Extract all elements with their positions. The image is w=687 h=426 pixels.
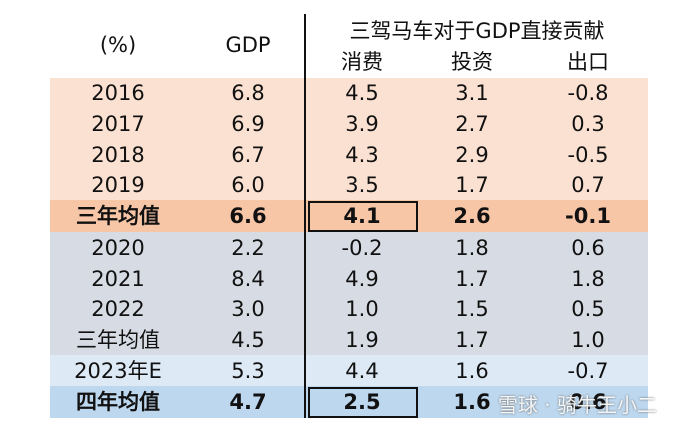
row-background [50, 139, 648, 170]
table-cell: 2.9 [455, 142, 489, 167]
table-cell: 三年均值 [76, 327, 160, 352]
table-cell: 4.1 [343, 204, 381, 228]
table-cell: -0.5 [567, 142, 609, 167]
table-cell: 0.7 [571, 173, 605, 197]
table-cell: 1.0 [571, 327, 605, 352]
highlight-box [308, 201, 418, 232]
table-cell: 6.7 [231, 142, 265, 167]
divider [304, 14, 306, 418]
table-cell: 1.7 [455, 327, 489, 352]
table-cell: 2.7 [455, 111, 489, 136]
table-cell: 4.5 [345, 81, 379, 105]
table-cell: 3.9 [345, 111, 379, 136]
table-cell: 3.0 [231, 297, 265, 321]
table-cell: 2023年E [74, 358, 162, 383]
row-background [50, 324, 648, 355]
table-cell: 6.9 [231, 111, 265, 136]
table-cell: 3.1 [455, 81, 489, 105]
table-cell: 1.6 [455, 358, 489, 383]
table-cell: 6.0 [231, 173, 265, 197]
table-cell: 5.3 [231, 358, 265, 383]
header-cell: 出口 [567, 50, 609, 74]
row-background [50, 78, 648, 108]
table-cell: 0.3 [571, 111, 605, 136]
table-cell: 1.7 [455, 266, 489, 291]
table-cell: 1.5 [455, 297, 489, 321]
table-cell: 1.8 [455, 235, 489, 260]
table-cell: 4.4 [345, 358, 379, 383]
header-cell: 投资 [451, 50, 493, 74]
table-cell: 8.4 [231, 266, 265, 291]
table-cell: 三年均值 [76, 204, 160, 228]
table-cell: 2.6 [453, 204, 491, 228]
row-background [50, 263, 648, 294]
table-cell: 2019 [91, 173, 145, 197]
row-background [50, 294, 648, 324]
row-background [50, 200, 648, 232]
row-background [50, 386, 648, 418]
table-cell: 2.5 [343, 390, 381, 414]
header-cell: 消费 [341, 50, 383, 74]
table-cell: -0.8 [567, 81, 609, 105]
table-cell: 1.8 [571, 266, 605, 291]
table-cell: 1.7 [455, 173, 489, 197]
table-cell: -0.7 [567, 358, 609, 383]
table-cell: 2018 [91, 142, 145, 167]
table-cell: -0.2 [341, 235, 383, 260]
table-cell: 2020 [91, 235, 145, 260]
table-cell: 2.2 [231, 235, 265, 260]
table-cell: 6.8 [231, 81, 265, 105]
header-group: 三驾马车对于GDP直接贡献 [349, 19, 605, 43]
table-cell: -0.1 [565, 204, 611, 228]
table-cell: 0.5 [571, 297, 605, 321]
table-cell: 2016 [91, 81, 145, 105]
header-cell: GDP [225, 33, 271, 57]
row-background [50, 355, 648, 386]
table-cell: 1.0 [345, 297, 379, 321]
row-background [50, 232, 648, 263]
watermark: 雪球 · 骑牛王小二 [497, 393, 657, 417]
table-cell: 0.6 [569, 390, 607, 414]
table-cell: 1.9 [345, 327, 379, 352]
table-cell: 4.7 [229, 390, 267, 414]
table-cell: 3.5 [345, 173, 379, 197]
table-cell: 4.5 [231, 327, 265, 352]
table-cell: 2017 [91, 111, 145, 136]
highlight-box [308, 387, 418, 418]
table-cell: 2021 [91, 266, 145, 291]
table-cell: 4.3 [345, 142, 379, 167]
row-background [50, 170, 648, 200]
table-cell: 四年均值 [76, 390, 160, 414]
table-cell: 6.6 [229, 204, 267, 228]
table-cell: 4.9 [345, 266, 379, 291]
table-cell: 1.6 [453, 390, 491, 414]
table-cell: 2022 [91, 297, 145, 321]
header-cell: (%) [99, 33, 137, 57]
row-background [50, 108, 648, 139]
table-cell: 0.6 [571, 235, 605, 260]
